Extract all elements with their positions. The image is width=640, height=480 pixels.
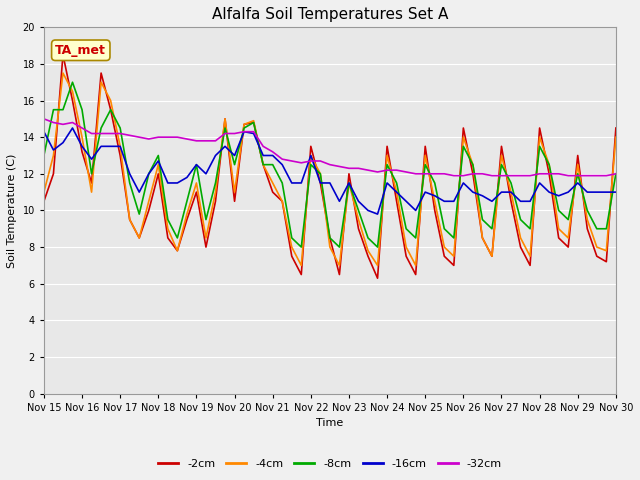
-16cm [612,189,620,195]
-32cm [345,166,353,171]
-4cm [364,248,372,253]
-2cm [59,52,67,58]
-8cm [164,216,172,222]
-4cm [40,189,48,195]
-2cm [355,226,362,232]
-4cm [183,211,191,217]
-4cm [403,244,410,250]
-2cm [555,235,563,241]
-4cm [612,134,620,140]
Text: TA_met: TA_met [55,44,106,57]
-8cm [250,120,257,125]
-32cm [545,171,553,177]
-32cm [612,171,620,177]
-8cm [364,235,372,241]
-16cm [40,129,48,134]
-16cm [250,131,257,136]
-2cm [164,235,172,241]
Line: -16cm: -16cm [44,128,616,214]
-32cm [154,134,162,140]
-8cm [68,79,76,85]
-8cm [555,207,563,213]
-32cm [40,116,48,122]
-4cm [164,226,172,232]
-2cm [374,276,381,281]
Line: -32cm: -32cm [44,119,616,176]
Line: -2cm: -2cm [44,55,616,278]
Line: -4cm: -4cm [44,73,616,265]
X-axis label: Time: Time [316,418,344,428]
Legend: -2cm, -4cm, -8cm, -16cm, -32cm: -2cm, -4cm, -8cm, -16cm, -32cm [154,454,506,473]
-4cm [555,226,563,232]
-16cm [374,211,381,217]
-32cm [173,134,181,140]
-2cm [183,216,191,222]
-16cm [68,125,76,131]
-2cm [40,198,48,204]
-8cm [403,226,410,232]
-4cm [59,70,67,76]
Y-axis label: Soil Temperature (C): Soil Temperature (C) [7,153,17,268]
-2cm [612,125,620,131]
Line: -8cm: -8cm [44,82,616,247]
-16cm [183,175,191,180]
-8cm [40,153,48,158]
-2cm [403,253,410,259]
-4cm [250,118,257,123]
-8cm [298,244,305,250]
-32cm [240,129,248,134]
-2cm [250,120,257,125]
-16cm [164,180,172,186]
-8cm [183,198,191,204]
-16cm [555,193,563,199]
-8cm [612,171,620,177]
-32cm [383,167,391,173]
-16cm [355,198,362,204]
Title: Alfalfa Soil Temperatures Set A: Alfalfa Soil Temperatures Set A [212,7,448,22]
-4cm [298,263,305,268]
-16cm [403,198,410,204]
-32cm [450,173,458,179]
